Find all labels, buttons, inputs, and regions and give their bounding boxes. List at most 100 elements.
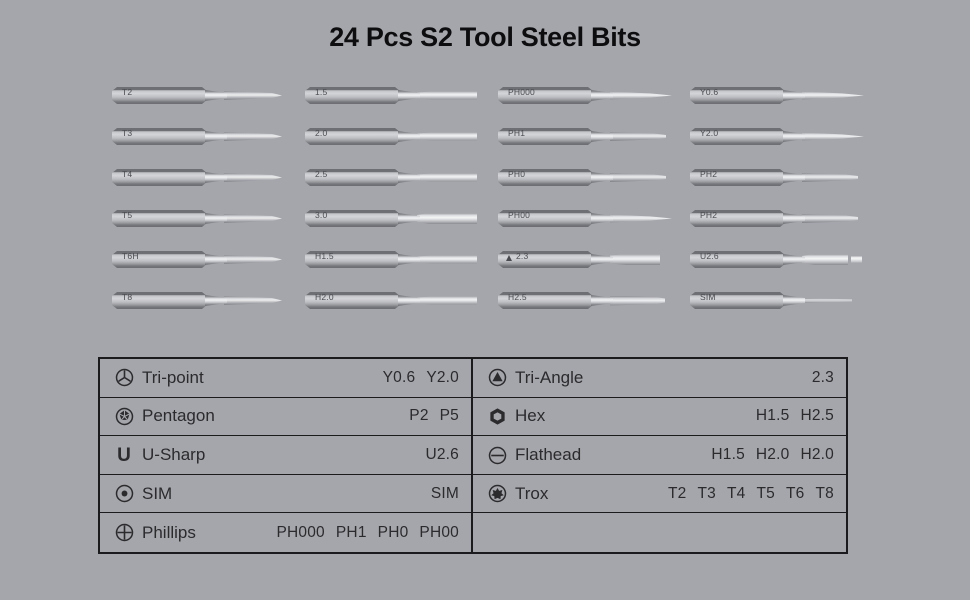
- pentagon-icon: [112, 407, 136, 426]
- bit-shank: [305, 292, 400, 309]
- spec-name: Hex: [515, 406, 546, 426]
- bit-label: PH00: [508, 210, 531, 220]
- spec-row: Trox T2 T3 T4 T5 T6 T8: [473, 475, 846, 514]
- bit-item: 3.0: [305, 207, 505, 229]
- bit-label: PH0: [508, 169, 526, 179]
- bit-item: PH00: [498, 207, 698, 229]
- spec-size-value: P2: [409, 407, 429, 425]
- bit-tip-point: [224, 255, 282, 264]
- bit-shank: [112, 128, 207, 145]
- bit-tip-cross: [802, 173, 858, 182]
- spec-sizes: T2 T3 T4 T5 T6 T8: [668, 485, 836, 503]
- bit-shank: [305, 251, 400, 268]
- u-sharp-icon: U: [117, 444, 131, 466]
- bit-tip-wideflat: [417, 213, 477, 224]
- bit-tip-wideflat: [802, 254, 862, 265]
- spec-size-value: H2.5: [800, 407, 834, 425]
- page-title: 24 Pcs S2 Tool Steel Bits: [329, 22, 641, 52]
- bit-neck: [398, 172, 420, 183]
- bit-label: T8: [122, 292, 133, 302]
- spec-name: Pentagon: [142, 406, 215, 426]
- bit-shank: [690, 292, 785, 309]
- bit-shank: [112, 169, 207, 186]
- spec-sizes: H1.5 H2.0 H2.0: [711, 446, 836, 464]
- spec-size-value: T6: [786, 484, 805, 502]
- bit-tip-needle: [610, 214, 672, 223]
- bit-item: Y0.6: [690, 84, 890, 106]
- bit-tip-point: [224, 91, 282, 100]
- bit-neck: [398, 254, 420, 265]
- bit-shank: [498, 169, 593, 186]
- spec-size-value: SIM: [430, 484, 459, 502]
- spec-size-value: T4: [727, 484, 746, 502]
- spec-row: SIM SIM: [100, 475, 471, 514]
- bit-neck: [591, 295, 613, 306]
- bit-shank: [112, 251, 207, 268]
- bit-shank: [498, 292, 593, 309]
- bit-label: H1.5: [315, 251, 334, 261]
- bit-neck: [205, 131, 227, 142]
- bit-item: T4: [112, 166, 312, 188]
- bit-tip-point: [224, 214, 282, 223]
- spec-size-value: PH00: [419, 523, 459, 541]
- bit-tip-flat: [417, 255, 477, 264]
- bit-item: PH1: [498, 125, 698, 147]
- bit-label: 3.0: [315, 210, 328, 220]
- bit-item: 2.3: [498, 248, 698, 270]
- bit-shank: [305, 87, 400, 104]
- bit-tip-needle: [802, 132, 864, 141]
- phillips-icon: [112, 523, 136, 542]
- spec-sizes: P2 P5: [409, 407, 461, 425]
- spec-table: Tri-point Y0.6 Y2.0 Pentagon P2 P5 U U-Sharp U2.…: [98, 357, 848, 554]
- bit-neck: [591, 90, 613, 101]
- spec-size-value: U2.6: [425, 446, 459, 464]
- bit-item: 1.5: [305, 84, 505, 106]
- bit-shank: [112, 210, 207, 227]
- spec-name: Phillips: [142, 522, 196, 542]
- bit-label: U2.6: [700, 251, 719, 261]
- bit-shank: [690, 169, 785, 186]
- bit-shank: [498, 87, 593, 104]
- spec-name: Trox: [515, 483, 549, 503]
- spec-sizes: U2.6: [425, 446, 461, 464]
- bit-label: PH000: [508, 87, 535, 97]
- bit-item: H2.0: [305, 289, 505, 311]
- spec-size-value: T3: [697, 484, 716, 502]
- spec-sizes: Y0.6 Y2.0: [383, 369, 461, 387]
- bit-item: SIM: [690, 289, 890, 311]
- spec-size-value: Y2.0: [426, 368, 459, 386]
- bit-label: Y2.0: [700, 128, 719, 138]
- bit-item: H2.5: [498, 289, 698, 311]
- spec-table-right: Tri-Angle 2.3 Hex H1.5 H2.5 Flathead H1.5 H2.0 H…: [473, 359, 846, 552]
- bit-item: T5: [112, 207, 312, 229]
- bit-item: PH000: [498, 84, 698, 106]
- bit-item: T8: [112, 289, 312, 311]
- bit-label: 2.5: [315, 169, 328, 179]
- spec-table-left: Tri-point Y0.6 Y2.0 Pentagon P2 P5 U U-Sharp U2.…: [100, 359, 473, 552]
- bit-label: PH2: [700, 169, 718, 179]
- spec-name: U-Sharp: [142, 445, 206, 465]
- bit-shank: [690, 251, 785, 268]
- bit-label: SIM: [700, 292, 716, 302]
- bit-shank: [690, 210, 785, 227]
- spec-size-value: H2.0: [800, 446, 834, 464]
- bit-neck: [783, 90, 805, 101]
- bit-item: PH2: [690, 166, 890, 188]
- bit-neck: [783, 254, 805, 265]
- bit-tip-flat: [417, 173, 477, 182]
- bit-item: H1.5: [305, 248, 505, 270]
- bit-label: T2: [122, 87, 133, 97]
- spec-row: Tri-Angle 2.3: [473, 359, 846, 398]
- bit-label: H2.0: [315, 292, 334, 302]
- bit-item: Y2.0: [690, 125, 890, 147]
- bit-shank: [305, 128, 400, 145]
- bit-neck: [783, 131, 805, 142]
- bit-shank: [112, 87, 207, 104]
- bit-tip-cross: [802, 214, 858, 223]
- bit-item: PH2: [690, 207, 890, 229]
- bit-label: H2.5: [508, 292, 527, 302]
- bit-tip-flat: [417, 296, 477, 305]
- spec-name: Flathead: [515, 445, 582, 465]
- bit-item: U2.6: [690, 248, 890, 270]
- spec-size-value: H2.0: [755, 446, 790, 464]
